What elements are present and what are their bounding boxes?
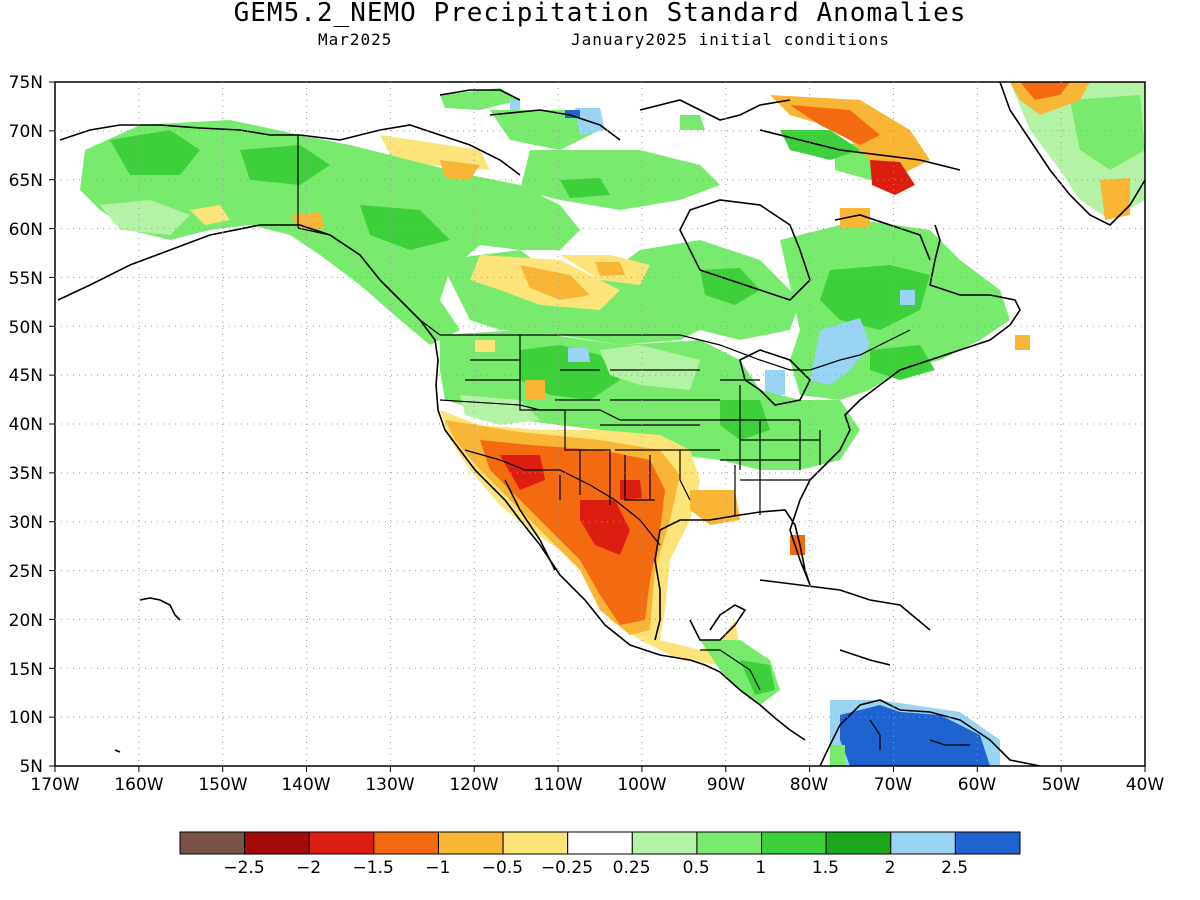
lon-label: 60W	[958, 775, 997, 795]
colorbar-label: −0.25	[541, 858, 593, 878]
colorbar-label: 0.25	[613, 858, 651, 878]
colorbar-label: −1	[425, 858, 450, 878]
lon-label: 110W	[533, 775, 582, 795]
lon-label: 150W	[198, 775, 247, 795]
lat-label: 75N	[9, 73, 43, 93]
colorbar: −2.5 −2 −1.5 −1 −0.5 −0.25 0.25 0.5 1 1.…	[179, 831, 1021, 878]
lat-label: 35N	[9, 464, 43, 484]
coastlines	[57, 82, 1145, 766]
lon-label: 170W	[30, 775, 79, 795]
latitude-axis: 75N 70N 65N 60N 55N 50N 45N 40N 35N 30N …	[9, 73, 43, 777]
map-frame	[49, 81, 1146, 772]
lon-label: 160W	[114, 775, 163, 795]
colorbar-swatch	[244, 831, 310, 855]
lat-label: 20N	[9, 611, 43, 631]
lat-label: 25N	[9, 562, 43, 582]
lon-label: 80W	[790, 775, 829, 795]
lon-label: 130W	[365, 775, 414, 795]
colorbar-label: −1.5	[353, 858, 394, 878]
lat-label: 5N	[19, 757, 43, 777]
colorbar-label: −2	[296, 858, 321, 878]
initial-conditions: January2025 initial conditions	[571, 30, 890, 49]
colorbar-swatch	[825, 831, 892, 855]
colorbar-swatch	[308, 831, 375, 855]
colorbar-swatch	[373, 831, 439, 855]
lon-label: 120W	[449, 775, 498, 795]
political-boundaries	[297, 135, 970, 750]
lon-label: 50W	[1042, 775, 1081, 795]
colorbar-label: −0.5	[482, 858, 523, 878]
colorbar-label: 1	[755, 858, 766, 878]
graticule	[55, 82, 1145, 766]
colorbar-swatch	[696, 831, 763, 855]
lon-label: 100W	[617, 775, 666, 795]
lon-label: 140W	[281, 775, 330, 795]
map-title: GEM5.2_NEMO Precipitation Standard Anoma…	[233, 0, 967, 28]
colorbar-label: 1.5	[812, 858, 839, 878]
lon-label: 70W	[874, 775, 913, 795]
longitude-axis: 170W 160W 150W 140W 130W 120W 110W 100W …	[30, 775, 1164, 795]
colorbar-swatch	[890, 831, 956, 855]
colorbar-swatch	[502, 831, 569, 855]
lon-label: 40W	[1126, 775, 1165, 795]
colorbar-label: 0.5	[683, 858, 710, 878]
axis-ticks	[49, 81, 1146, 772]
lat-label: 30N	[9, 513, 43, 533]
lat-label: 65N	[9, 171, 43, 191]
colorbar-swatch	[954, 831, 1021, 855]
colorbar-swatch	[631, 831, 698, 855]
lat-label: 50N	[9, 318, 43, 338]
lon-label: 90W	[707, 775, 746, 795]
lat-label: 40N	[9, 415, 43, 435]
lat-label: 60N	[9, 220, 43, 240]
lat-label: 45N	[9, 366, 43, 386]
colorbar-label: 2	[885, 858, 896, 878]
colorbar-swatch	[179, 831, 246, 855]
colorbar-swatch	[761, 831, 827, 855]
colorbar-swatch	[437, 831, 504, 855]
colorbar-label: 2.5	[941, 858, 968, 878]
colorbar-label: −2.5	[223, 858, 264, 878]
lat-label: 70N	[9, 122, 43, 142]
forecast-month: Mar2025	[318, 30, 393, 49]
lat-label: 10N	[9, 708, 43, 728]
lat-label: 15N	[9, 660, 43, 680]
colorbar-swatch	[567, 831, 633, 855]
lat-label: 55N	[9, 269, 43, 289]
